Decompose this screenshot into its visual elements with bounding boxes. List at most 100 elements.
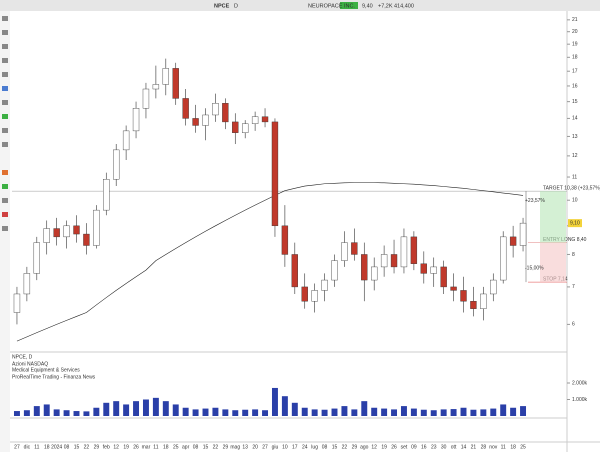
y-tick-label: 19 xyxy=(572,42,578,48)
candle-body xyxy=(202,114,209,126)
volume-bar xyxy=(341,406,348,416)
candle-body xyxy=(222,103,229,123)
volume-bar xyxy=(450,409,457,416)
period[interactable]: D xyxy=(234,3,238,9)
x-tick-label: apr xyxy=(182,444,190,450)
candle-body xyxy=(271,121,279,227)
volume-bar xyxy=(113,401,120,416)
x-tick-label: ago xyxy=(360,444,369,450)
x-tick-label: 22 xyxy=(84,444,90,450)
volume-bar xyxy=(242,409,249,416)
candle-body xyxy=(420,263,427,274)
volume-bar xyxy=(182,407,189,416)
x-tick-label: 17 xyxy=(292,444,298,450)
volume-bar xyxy=(192,409,199,416)
candle-body xyxy=(450,286,457,291)
x-tick-label: lug xyxy=(311,444,318,450)
info-text: Medical Equipment & Services xyxy=(12,367,80,373)
volume-bar xyxy=(430,410,437,416)
moving-average xyxy=(16,182,524,342)
candle-body xyxy=(430,266,437,274)
info-title: NPCE, D xyxy=(12,354,33,360)
x-tick-label: 18 xyxy=(163,444,169,450)
volume-bar xyxy=(152,397,159,416)
candle-body xyxy=(152,84,160,90)
volume-bar xyxy=(83,411,90,416)
last-price-badge xyxy=(568,219,582,228)
volume-bar xyxy=(420,409,427,416)
x-tick-label: 2024 xyxy=(51,444,62,450)
candle-body xyxy=(242,123,249,133)
candle-body xyxy=(192,118,199,126)
volume-bar xyxy=(13,411,20,416)
x-tick-label: set xyxy=(401,444,408,450)
x-tick-label: 28 xyxy=(481,444,487,450)
y-tick-label: 13 xyxy=(572,134,578,140)
candle-body xyxy=(73,225,80,235)
change: +7,2K xyxy=(378,3,393,9)
last-price-label: 9,10 xyxy=(570,220,580,226)
info-text: Azioni NASDAQ xyxy=(12,361,48,367)
x-tick-label: 15 xyxy=(332,444,338,450)
volume-bar xyxy=(460,407,467,416)
candle-body xyxy=(281,225,289,255)
volume-bar xyxy=(331,408,338,416)
volume-bar xyxy=(391,409,398,416)
volume-bar xyxy=(232,410,239,416)
left-toolbar xyxy=(0,11,10,452)
candle-body xyxy=(13,293,21,313)
volume-bar xyxy=(361,401,368,416)
x-tick-label: giu xyxy=(272,444,279,450)
candle-body xyxy=(113,149,120,180)
candle-body xyxy=(301,286,308,302)
x-tick-label: 29 xyxy=(223,444,229,450)
volume-bar xyxy=(133,401,140,416)
candle-body xyxy=(251,116,259,124)
annotation: -15,00% xyxy=(525,266,544,272)
volume-bar xyxy=(252,409,259,416)
x-tick-label: 18 xyxy=(44,444,50,450)
annotation: +23,57% xyxy=(525,198,545,204)
x-tick-label: 10 xyxy=(282,444,288,450)
x-tick-label: 16 xyxy=(421,444,427,450)
volume-bar xyxy=(271,387,278,416)
x-tick-label: mar xyxy=(142,444,151,450)
y-tick-label: 6 xyxy=(572,322,575,328)
volume-bar xyxy=(53,409,60,416)
candle-body xyxy=(103,179,110,211)
volume-bar xyxy=(291,402,298,416)
symbol[interactable]: NPCE xyxy=(214,3,230,9)
volume-bar xyxy=(162,401,169,416)
volume-bar xyxy=(93,407,100,416)
candle-body xyxy=(182,98,189,119)
candle-body xyxy=(400,236,408,268)
x-tick-label: 22 xyxy=(342,444,348,450)
candle-body xyxy=(361,254,368,281)
candle-body xyxy=(331,260,338,281)
volume-bar xyxy=(371,407,378,416)
volume-bar xyxy=(33,406,40,416)
volume-bar xyxy=(142,399,149,416)
candle-body xyxy=(43,228,50,243)
x-tick-label: dic xyxy=(24,444,31,450)
candle-body xyxy=(490,279,497,295)
x-tick-label: 19 xyxy=(381,444,387,450)
x-tick-label: 19 xyxy=(123,444,129,450)
candle-body xyxy=(390,254,398,268)
x-tick-label: 20 xyxy=(252,444,258,450)
y-tick-label: 21 xyxy=(572,17,578,23)
x-tick-label: 26 xyxy=(133,444,139,450)
x-tick-label: 29 xyxy=(352,444,358,450)
candle-body xyxy=(440,266,447,288)
x-tick-label: 08 xyxy=(64,444,70,450)
candle-body xyxy=(321,279,328,291)
y-tick-label: 20 xyxy=(572,29,578,35)
candle-body xyxy=(172,68,179,99)
x-tick-label: 21 xyxy=(471,444,477,450)
x-tick-label: 15 xyxy=(203,444,209,450)
tool-icons[interactable] xyxy=(2,16,8,231)
volume-bar xyxy=(172,404,179,416)
candle-body xyxy=(132,108,140,132)
x-tick-label: 12 xyxy=(113,444,119,450)
candle-body xyxy=(142,88,150,109)
